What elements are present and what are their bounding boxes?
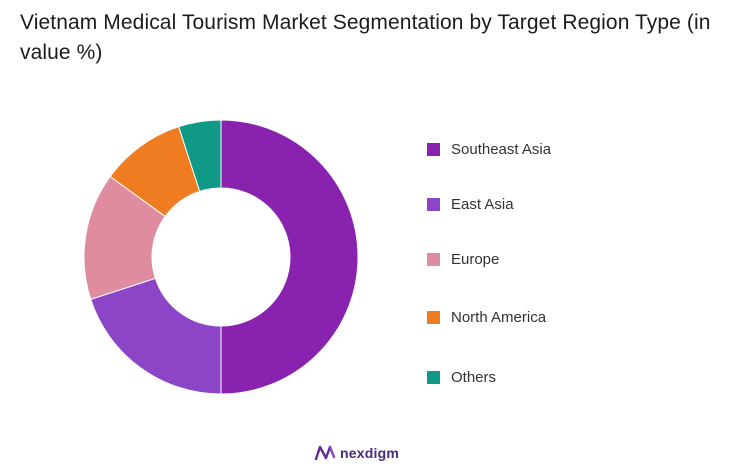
legend-swatch bbox=[427, 253, 440, 266]
legend-label: Southeast Asia bbox=[451, 141, 552, 158]
legend-item-east-asia: East Asia bbox=[427, 196, 514, 213]
nexdigm-logo-icon bbox=[314, 445, 336, 461]
brand-logo: nexdigm bbox=[314, 443, 399, 463]
legend-swatch bbox=[427, 198, 440, 211]
legend-swatch bbox=[427, 311, 440, 324]
chart-title: Vietnam Medical Tourism Market Segmentat… bbox=[20, 11, 711, 64]
legend-item-europe: Europe bbox=[427, 251, 499, 268]
legend-label: Others bbox=[451, 369, 497, 386]
legend-item-others: Others bbox=[427, 369, 496, 386]
legend-item-north-america: North America bbox=[427, 309, 546, 326]
legend-swatch bbox=[427, 143, 440, 156]
legend-label: North America bbox=[451, 309, 547, 326]
legend-swatch bbox=[427, 371, 440, 384]
brand-name: nexdigm bbox=[340, 445, 399, 461]
donut-slice-east-asia bbox=[90, 277, 222, 395]
donut-slice-others bbox=[178, 119, 222, 193]
donut-slice-southeast-asia bbox=[220, 119, 359, 395]
legend-label: Europe bbox=[451, 251, 500, 268]
legend-item-southeast-asia: Southeast Asia bbox=[427, 141, 551, 158]
legend-label: East Asia bbox=[451, 196, 514, 213]
